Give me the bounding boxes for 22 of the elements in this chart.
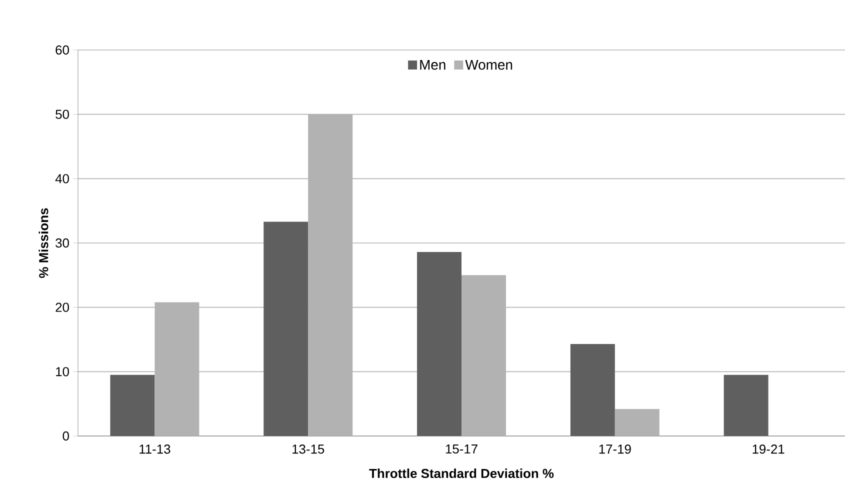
y-tick-label: 10 xyxy=(56,367,69,376)
y-tick-label: 20 xyxy=(56,302,69,312)
x-axis-title: Throttle Standard Deviation % xyxy=(369,468,554,478)
x-tick-label: 13-15 xyxy=(292,444,324,454)
y-tick-label: 50 xyxy=(56,110,69,119)
y-tick-label: 60 xyxy=(56,45,69,55)
x-tick-label: 19-21 xyxy=(752,444,784,454)
bar xyxy=(614,408,660,436)
bar xyxy=(264,222,308,436)
y-axis-title: % Missions xyxy=(38,208,48,278)
y-tick-label: 0 xyxy=(62,431,69,441)
bar xyxy=(110,374,155,436)
y-tick-label: 40 xyxy=(55,174,69,184)
x-tick-label: 17-19 xyxy=(599,444,631,454)
x-tick-label: 11-13 xyxy=(140,444,170,454)
bar xyxy=(570,344,615,436)
bar xyxy=(417,252,462,436)
y-tick-label: 30 xyxy=(56,238,69,248)
bar xyxy=(724,374,768,436)
legend-label: Men xyxy=(420,60,446,70)
x-tick-label: 15-17 xyxy=(446,444,478,454)
legend-label: Women xyxy=(465,60,512,70)
